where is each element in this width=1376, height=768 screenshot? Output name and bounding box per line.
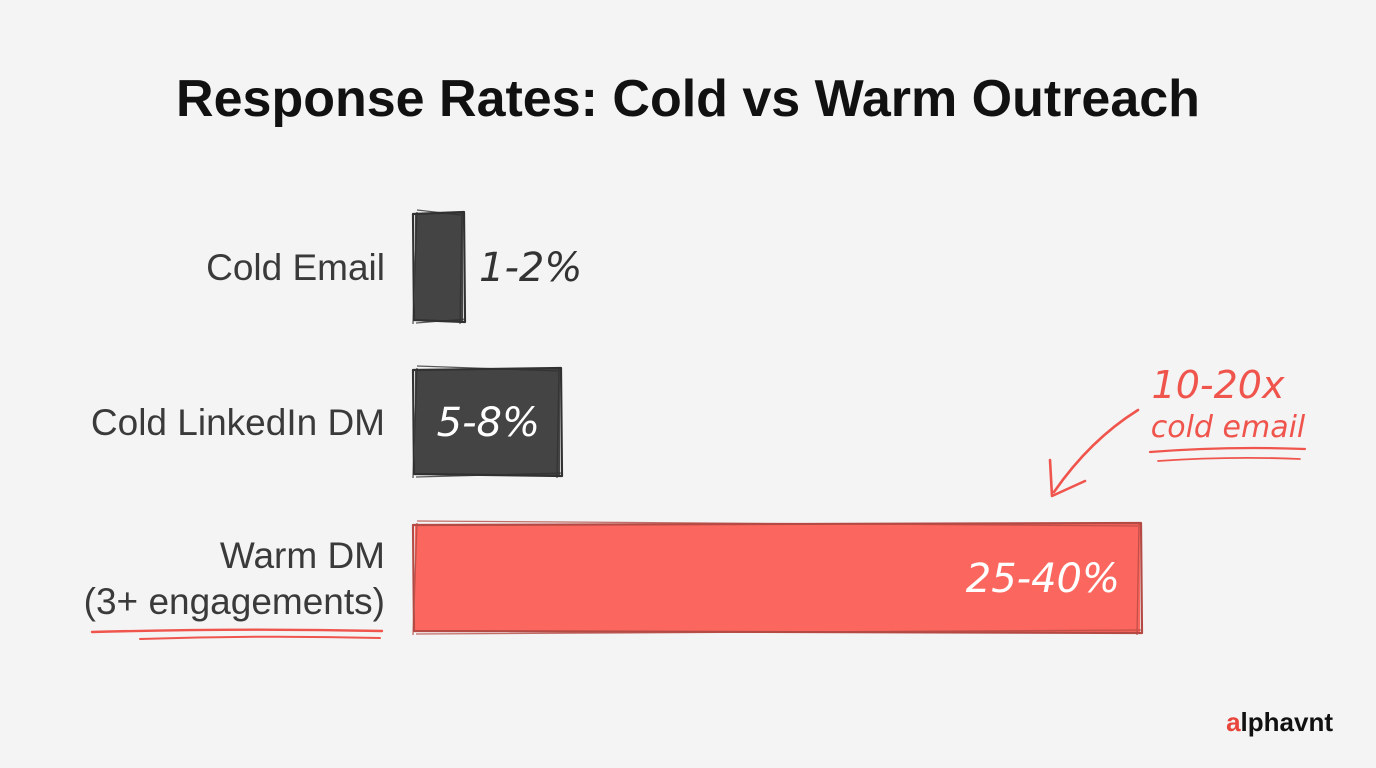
category-label: Warm DM xyxy=(220,535,385,576)
category-underline-second xyxy=(139,635,381,640)
bar-sketch-overstroke xyxy=(412,209,467,325)
value-label: 5-8% xyxy=(437,400,540,446)
bar-row: Cold LinkedIn DM 5-8% xyxy=(91,365,564,479)
category-label: Cold Email xyxy=(206,247,385,288)
bar-sketch-overstroke xyxy=(412,520,1144,636)
bar-row: Warm DM (3+ engagements) 25-40% xyxy=(84,520,1144,640)
bar-row: Cold Email 1-2% xyxy=(206,209,582,325)
callout-text: cold email xyxy=(1151,410,1306,445)
callout-underline xyxy=(1148,446,1307,454)
category-label: (3+ engagements) xyxy=(84,581,385,622)
value-label: 25-40% xyxy=(966,556,1120,602)
bar-sketch-outline xyxy=(411,210,467,324)
bar xyxy=(415,213,463,321)
bar-sketch-overstroke xyxy=(412,365,564,479)
callout-multiplier: 10-20x xyxy=(1152,363,1285,407)
brand-logo: alphavnt xyxy=(1226,707,1333,737)
brand-logo-rest: lphavnt xyxy=(1241,707,1334,737)
callout-underline-second xyxy=(1157,456,1301,462)
callout-arrow xyxy=(1052,408,1140,494)
callout-arrowhead xyxy=(1048,458,1087,498)
brand-logo-prefix: a xyxy=(1226,707,1241,737)
bars-layer: Cold Email 1-2% Cold LinkedIn DM 5-8% Warm D… xyxy=(84,209,1144,640)
category-label: Cold LinkedIn DM xyxy=(91,402,385,443)
bar xyxy=(415,369,560,475)
bar-sketch-outline xyxy=(411,521,1144,635)
category-underline xyxy=(90,628,384,634)
bar-sketch-outline xyxy=(411,366,564,478)
value-label: 1-2% xyxy=(479,245,582,291)
bar xyxy=(415,524,1140,632)
chart-title: Response Rates: Cold vs Warm Outreach xyxy=(176,70,1200,128)
